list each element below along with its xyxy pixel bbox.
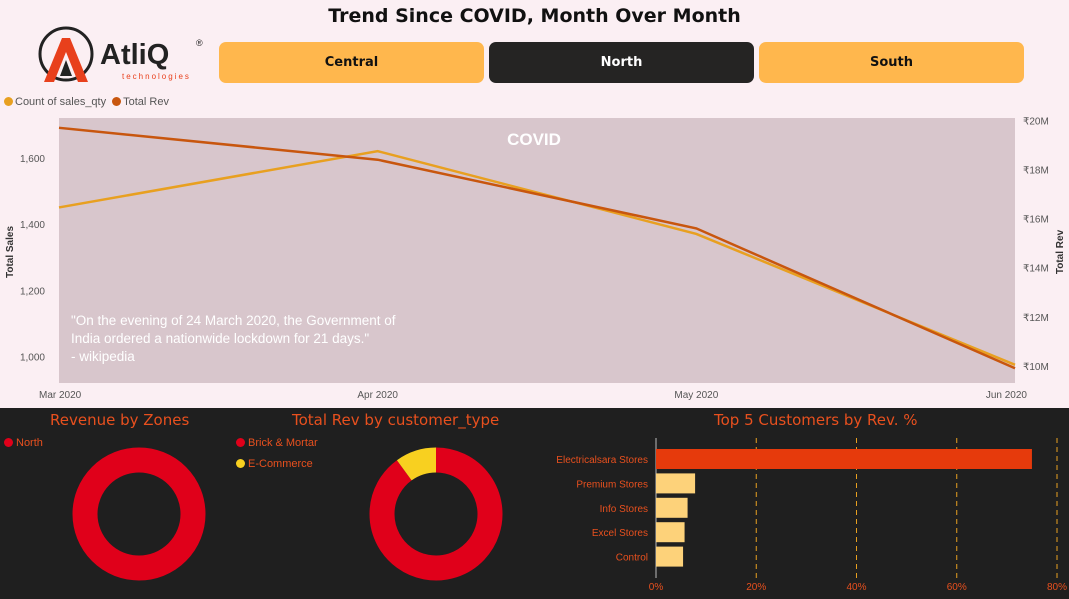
zones-donut-chart <box>72 447 206 581</box>
y-tick-label: 1,000 <box>20 353 45 364</box>
bottom-panels: Revenue by Zones North Total Rev by cust… <box>0 408 1069 599</box>
line-chart-legend: Count of sales_qty Total Rev <box>4 96 169 108</box>
donut-slice-north[interactable] <box>72 447 206 581</box>
x-tick-label: May 2020 <box>674 390 718 401</box>
top-customers-bar-chart: 0% 20% 40% 60% 80% Electricalsara Stores Premi… <box>556 438 1067 593</box>
covid-annotation-title: COVID <box>507 130 561 149</box>
legend-item-sales-qty[interactable]: Count of sales_qty <box>4 96 106 108</box>
x-tick-label: 40% <box>846 582 866 593</box>
customer-type-chart-title: Total Rev by customer_type <box>292 411 500 429</box>
x-tick-label: 80% <box>1047 582 1067 593</box>
logo-name: AtliQ <box>100 39 169 71</box>
series-line-total-rev[interactable] <box>58 126 1016 370</box>
bar-control[interactable] <box>656 546 684 567</box>
y-tick-label: 1,600 <box>20 154 45 165</box>
category-label: Electricalsara Stores <box>556 455 648 466</box>
x-tick-label: 20% <box>746 582 766 593</box>
category-label: Control <box>616 553 648 564</box>
zone-button-central[interactable]: Central <box>219 42 484 83</box>
page-title: Trend Since COVID, Month Over Month <box>328 5 741 27</box>
y-tick-label: 1,200 <box>20 286 45 297</box>
legend-label: Count of sales_qty <box>15 96 107 108</box>
top-customers-chart-title: Top 5 Customers by Rev. % <box>714 411 918 429</box>
category-label: Excel Stores <box>592 528 648 539</box>
y-tick-label: 1,400 <box>20 220 45 231</box>
brick-mortar-legend-item[interactable]: Brick & Mortar <box>236 437 318 449</box>
x-tick-label: Apr 2020 <box>357 390 398 401</box>
legend-label: E-Commerce <box>248 458 313 470</box>
trend-line-chart: 1,000 1,200 1,400 1,600 ₹10M ₹12M ₹14M ₹16M ₹18M… <box>5 116 1066 401</box>
zone-label: South <box>869 55 914 70</box>
y-axis-label: Total Sales <box>5 226 16 278</box>
ecommerce-legend-item[interactable]: E-Commerce <box>236 458 313 470</box>
legend-label: North <box>16 437 43 449</box>
atliq-logo: AtliQ ® technologies <box>38 26 203 82</box>
y2-tick-label: ₹18M <box>1023 166 1049 177</box>
category-label: Premium Stores <box>576 479 648 490</box>
svg-text:®: ® <box>196 38 203 48</box>
zones-chart-title: Revenue by Zones <box>50 411 190 429</box>
x-tick-label: Jun 2020 <box>986 390 1028 401</box>
category-label: Info Stores <box>600 504 648 515</box>
y2-tick-label: ₹16M <box>1023 215 1049 226</box>
annotation-line: "On the evening of 24 March 2020, the Go… <box>71 313 396 328</box>
trend-section: Trend Since COVID, Month Over Month Atli… <box>4 5 1066 401</box>
zones-legend-item[interactable]: North <box>4 437 43 449</box>
legend-item-total-rev[interactable]: Total Rev <box>112 96 169 108</box>
x-tick-label: Mar 2020 <box>39 390 82 401</box>
bar-electricalsara-stores[interactable] <box>656 449 1032 469</box>
y2-tick-label: ₹12M <box>1023 313 1049 324</box>
bar-info-stores[interactable] <box>656 497 688 518</box>
zone-label: Central <box>324 55 379 70</box>
plot-area <box>59 118 1015 383</box>
legend-label: Total Rev <box>123 96 169 108</box>
zone-button-south[interactable]: South <box>759 42 1024 83</box>
y2-tick-label: ₹20M <box>1023 116 1049 127</box>
zone-button-north[interactable]: North <box>489 42 754 83</box>
bar-premium-stores[interactable] <box>656 473 696 494</box>
logo-sub: technologies <box>122 72 191 81</box>
donut-slice-e-commerce[interactable] <box>396 447 437 481</box>
annotation-line: - wikipedia <box>71 349 135 364</box>
y2-tick-label: ₹14M <box>1023 264 1049 275</box>
x-tick-label: 0% <box>649 582 664 593</box>
y2-tick-label: ₹10M <box>1023 362 1049 373</box>
customer-type-donut-chart <box>369 447 503 581</box>
y2-axis-label: Total Rev <box>1055 229 1066 274</box>
donut-slice-brick-mortar[interactable] <box>369 447 503 581</box>
bar-excel-stores[interactable] <box>656 522 685 543</box>
zone-label: North <box>600 55 643 70</box>
annotation-line: India ordered a nationwide lockdown for … <box>71 331 369 346</box>
legend-label: Brick & Mortar <box>248 437 318 449</box>
x-tick-label: 60% <box>947 582 967 593</box>
